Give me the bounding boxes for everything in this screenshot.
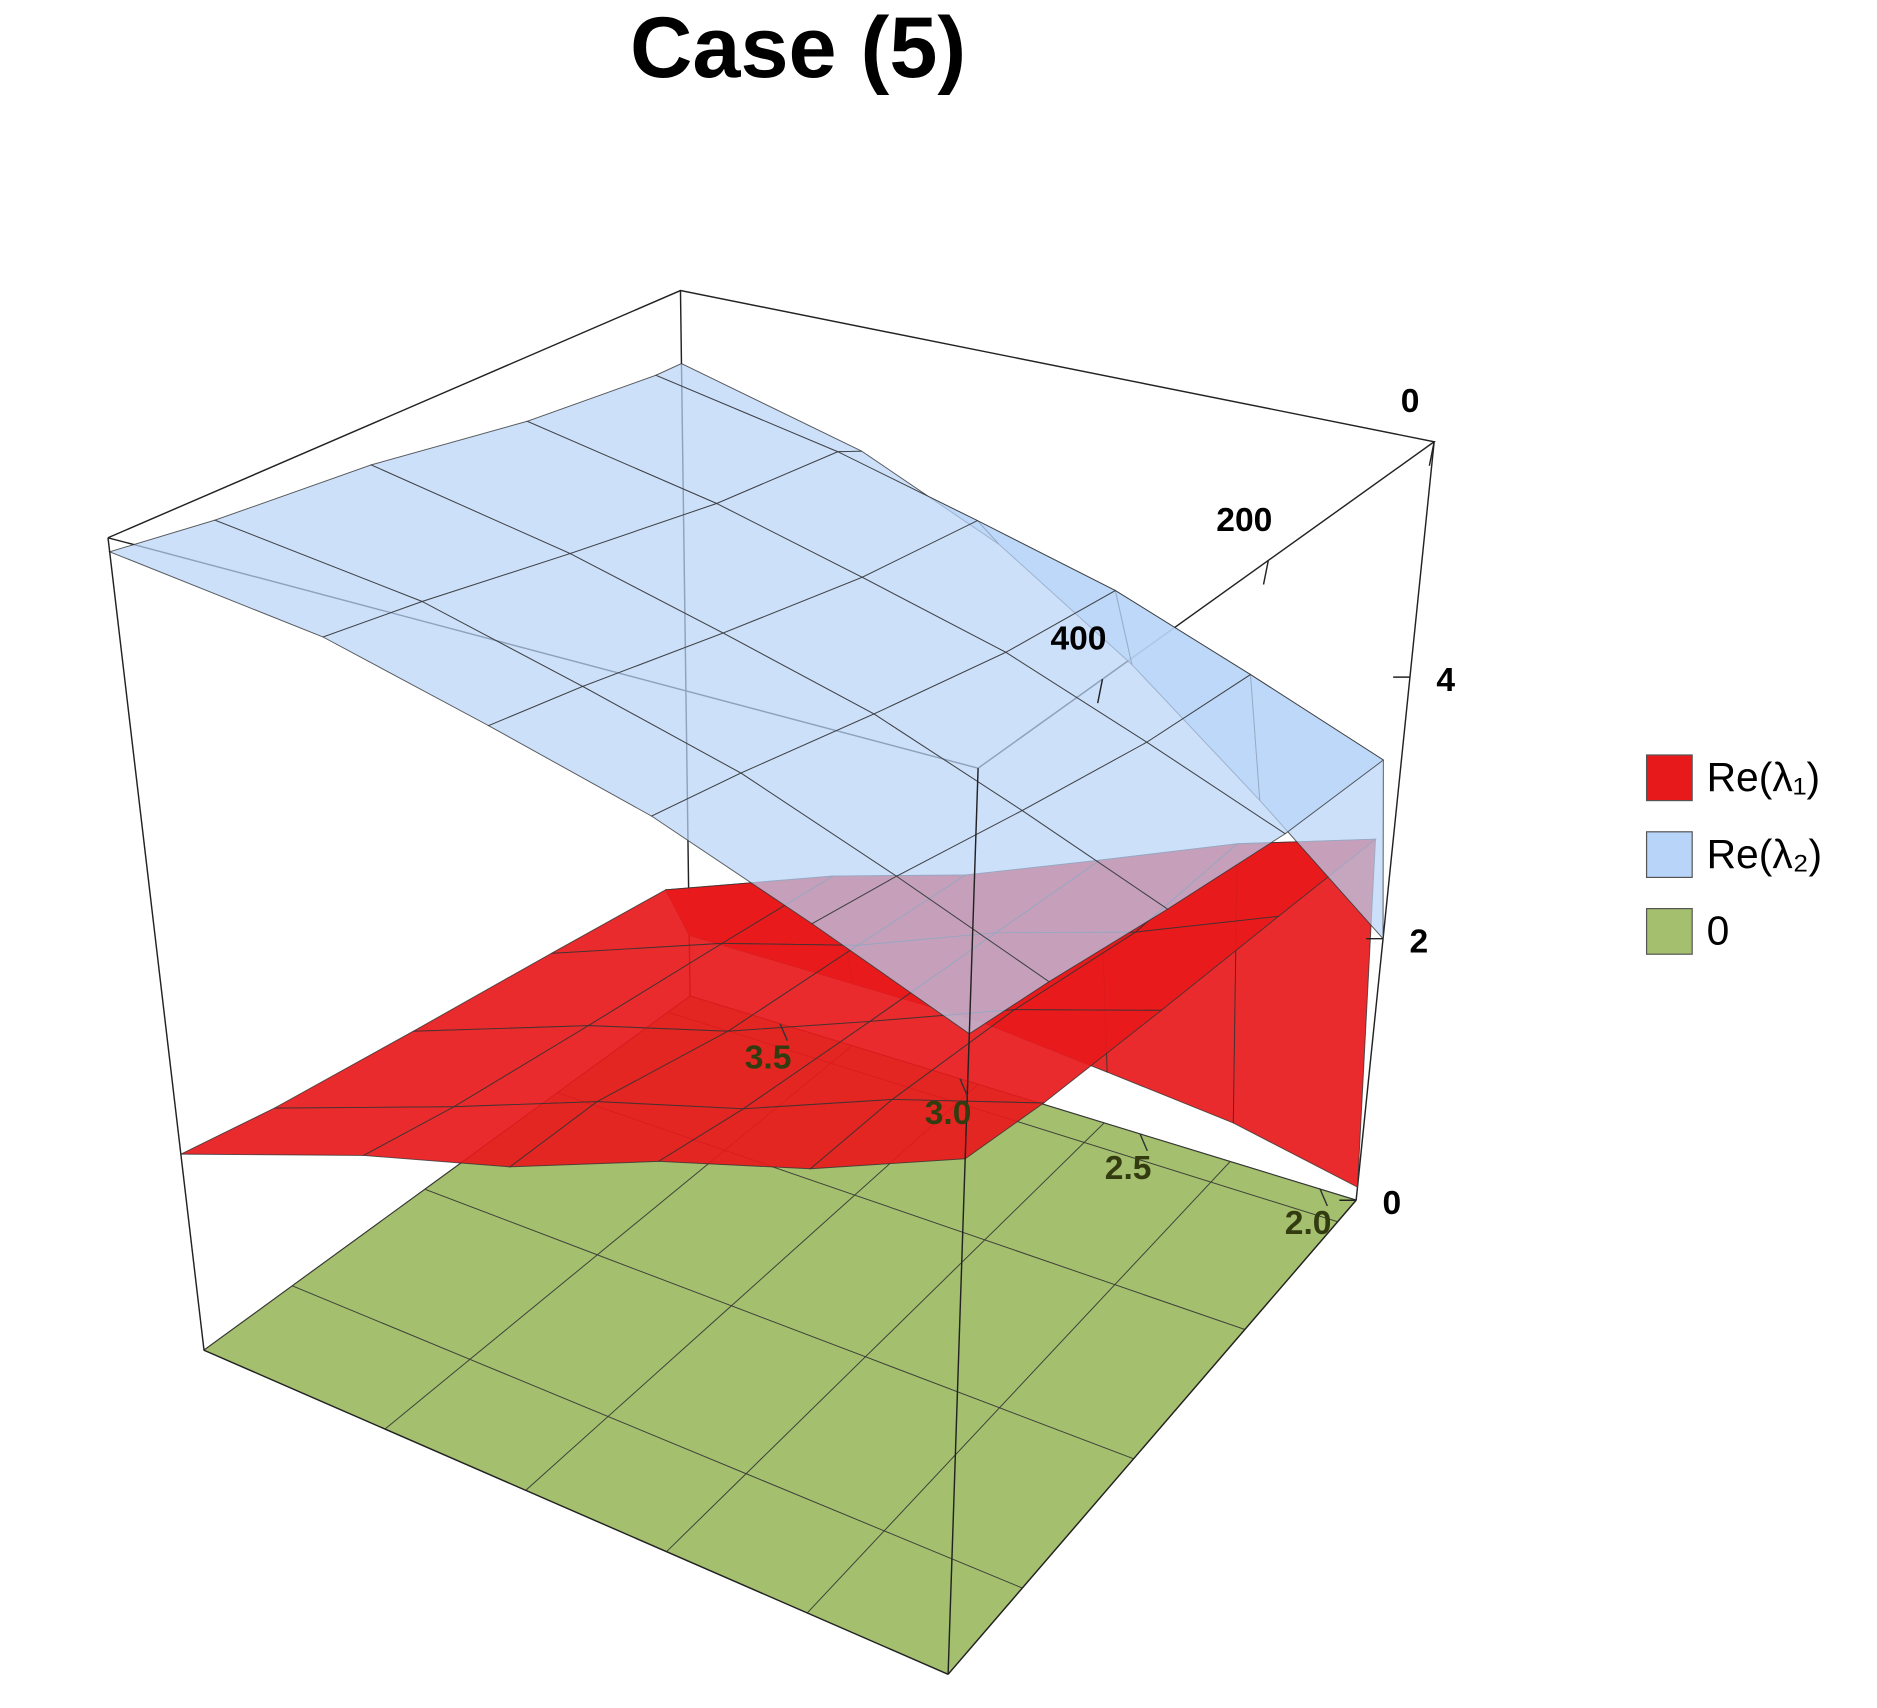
axes: 0 2 4 0 200 400 2.0 2.5 3.0 3.5 — [745, 383, 1456, 1242]
z-tick-label: 0 — [1383, 1185, 1402, 1222]
x-tick — [1096, 679, 1104, 704]
box-edge — [947, 1199, 1357, 1675]
x-tick-label: 200 — [1216, 502, 1272, 539]
y-tick — [1319, 1188, 1329, 1207]
x-tick-label: 0 — [1401, 383, 1420, 420]
y-tick — [1139, 1133, 1148, 1152]
chart-title: Case (5) — [630, 0, 966, 96]
box-edge — [203, 1349, 949, 1675]
y-tick-label: 3.0 — [925, 1095, 972, 1132]
legend-label: Re(λ₁) — [1707, 754, 1821, 800]
legend-swatch — [1645, 908, 1693, 955]
surface-patch — [811, 875, 1050, 1035]
box-edge — [107, 537, 205, 1351]
x-tick — [1428, 441, 1435, 466]
y-tick-label: 2.5 — [1105, 1150, 1152, 1187]
box-front — [107, 537, 1357, 1675]
legend-swatch — [1645, 754, 1693, 802]
y-tick — [959, 1078, 968, 1097]
z-tick-label: 2 — [1409, 923, 1428, 960]
y-tick-label: 2.0 — [1285, 1205, 1332, 1242]
z-tick-label: 4 — [1436, 662, 1455, 699]
x-tick-label: 400 — [1050, 621, 1106, 658]
legend-label: Re(λ₂) — [1707, 831, 1823, 877]
box-edge — [1355, 441, 1435, 1201]
legend-swatch — [1645, 831, 1693, 879]
surfaces — [108, 363, 1385, 1675]
y-tick — [779, 1023, 788, 1041]
legend-label: 0 — [1707, 908, 1730, 954]
box-edge — [947, 768, 979, 1675]
legend: Re(λ₁) Re(λ₂) 0 — [1645, 754, 1823, 955]
y-tick-label: 3.5 — [745, 1040, 792, 1077]
surface-patch — [808, 1098, 1046, 1170]
x-tick — [1262, 560, 1270, 585]
